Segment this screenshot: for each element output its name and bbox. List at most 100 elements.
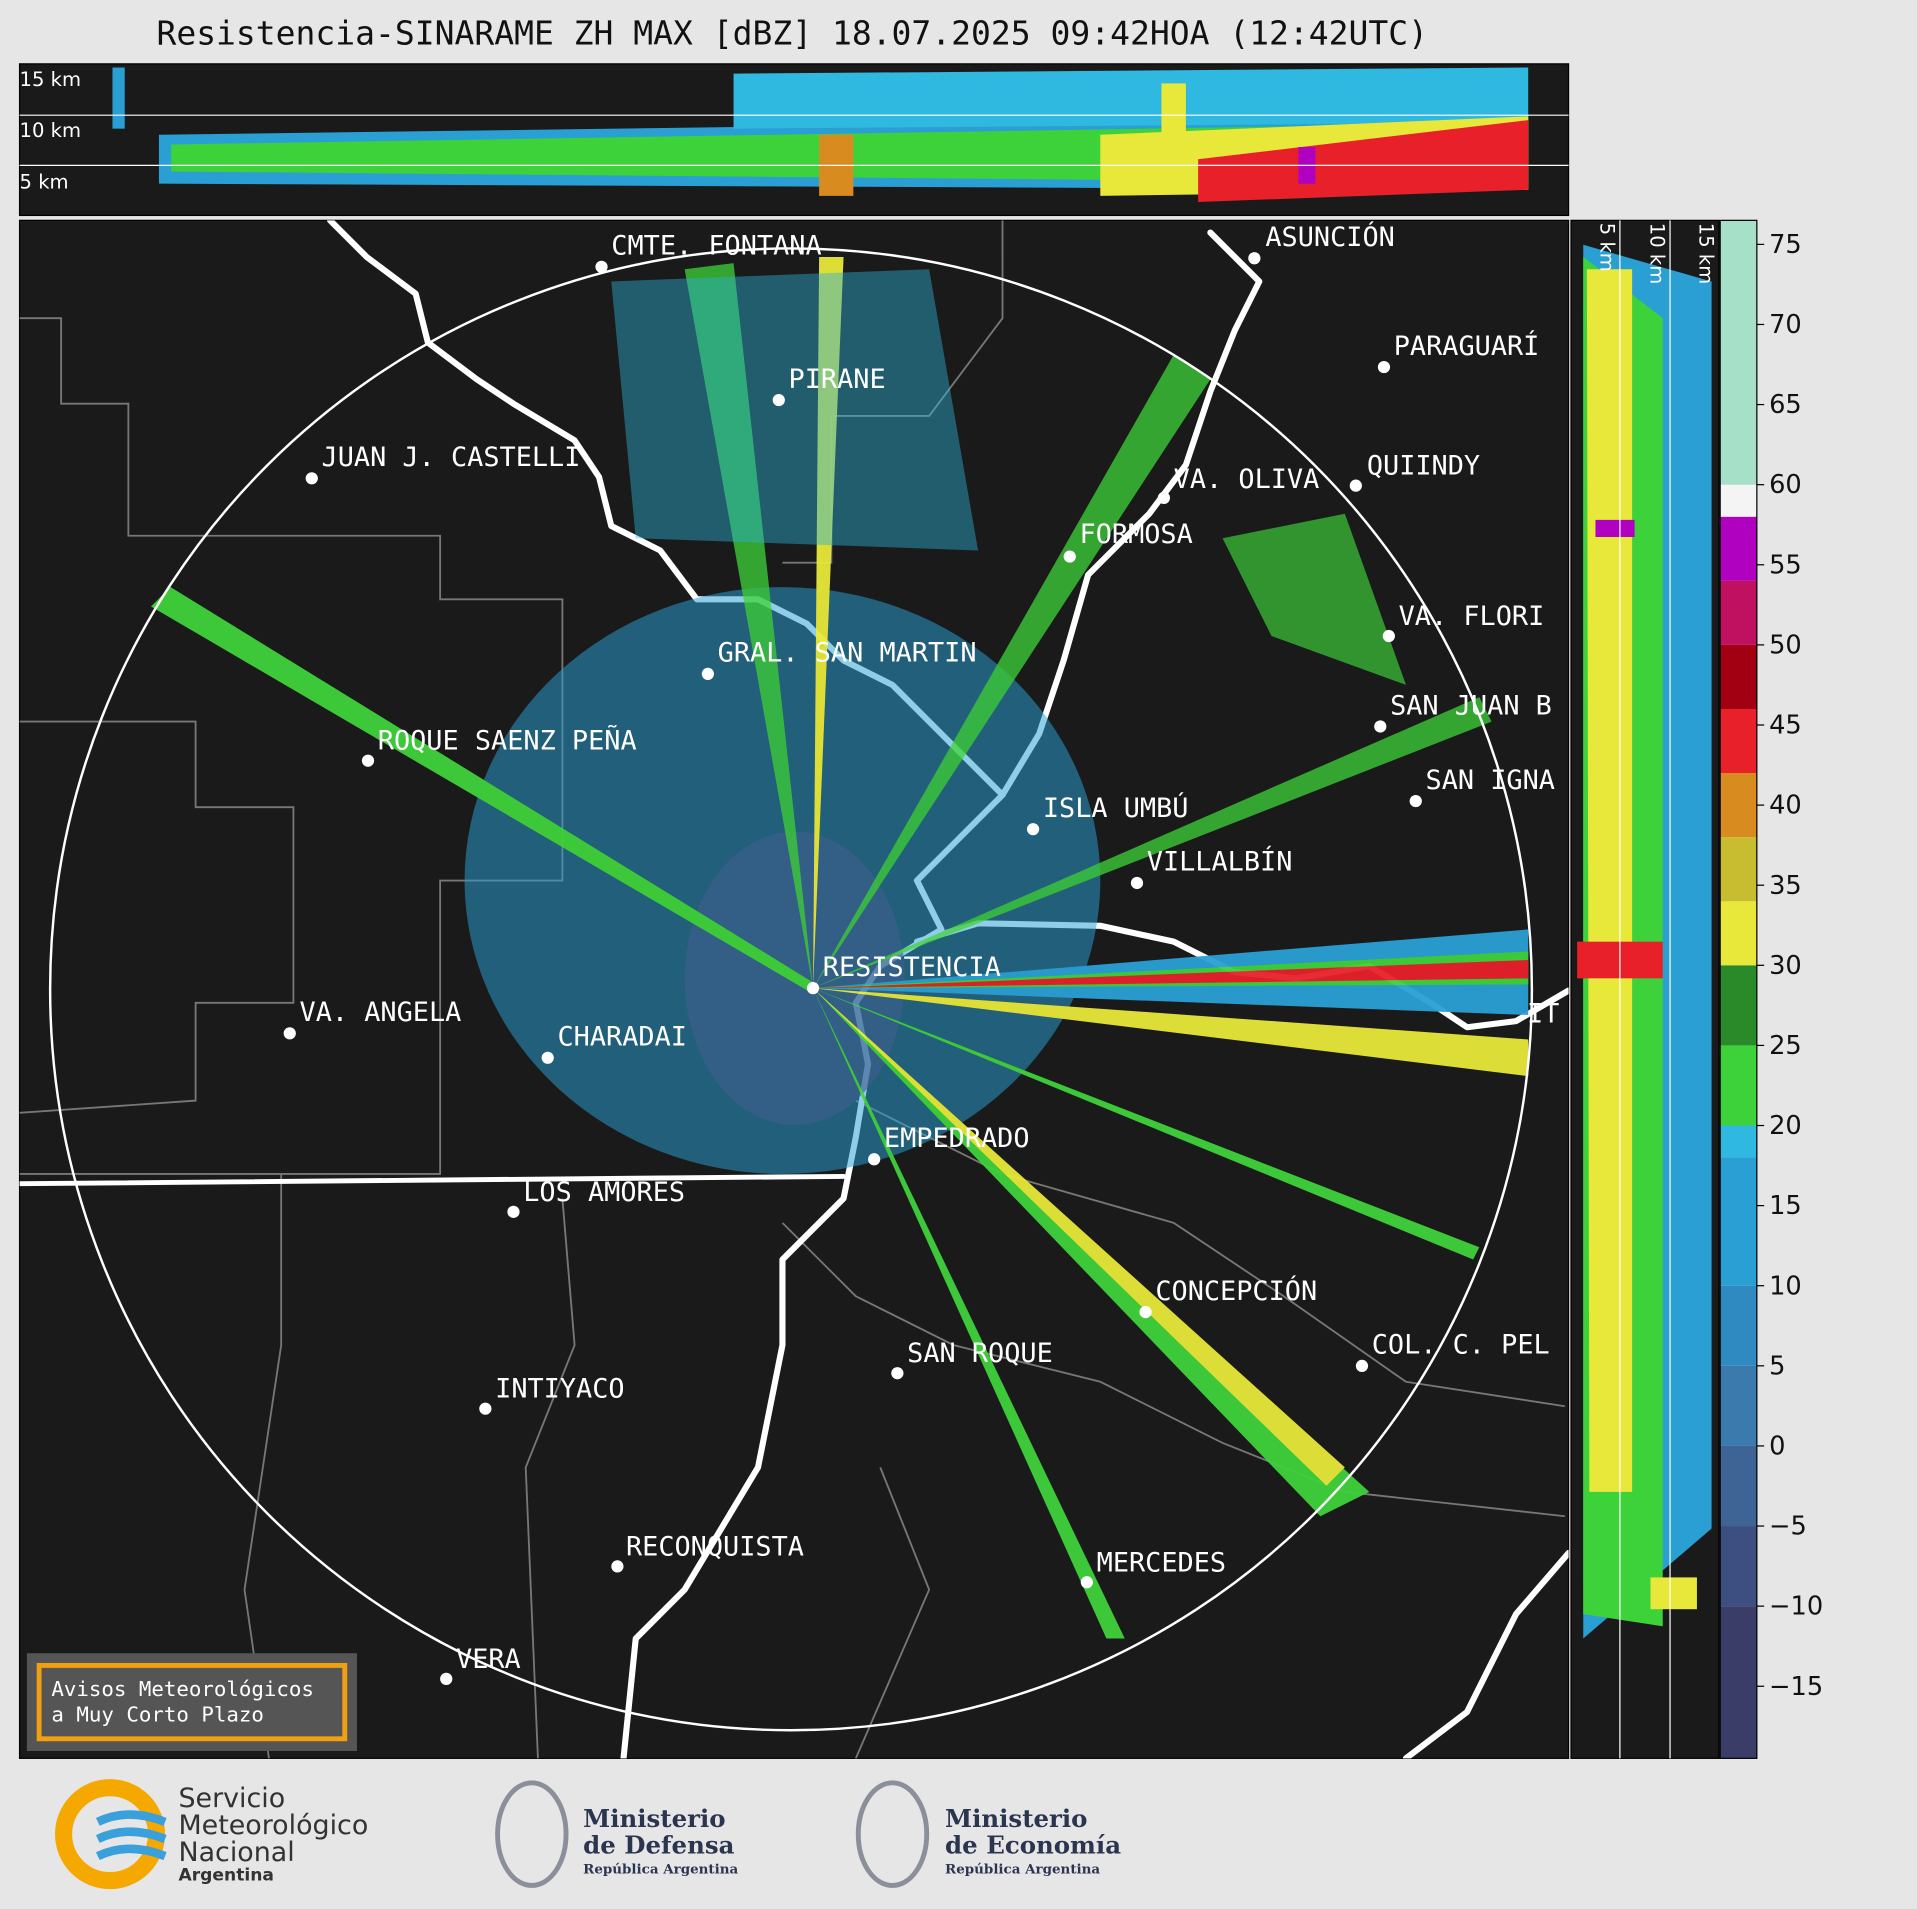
colorbar-tick-label: 20 — [1769, 1111, 1802, 1141]
city-labels: CMTE. FONTANA PIRANE JUAN J. CASTELLI AS… — [300, 221, 1560, 1675]
warning-box — [26, 1653, 357, 1752]
warning-text: Avisos Meteorológicos — [51, 1677, 314, 1701]
colorbar-band — [1720, 1157, 1757, 1286]
colorbar-band — [1720, 644, 1757, 709]
colorbar-band — [1720, 837, 1757, 902]
city-label: IT — [1527, 998, 1559, 1029]
colorbar-tick-label: 5 — [1769, 1351, 1785, 1381]
map-layer: CMTE. FONTANA PIRANE JUAN J. CASTELLI AS… — [19, 220, 1569, 1759]
logo-text: Nacional — [178, 1837, 294, 1868]
logo-defensa: Ministerio de Defensa República Argentin… — [495, 1780, 739, 1888]
colorbar-band — [1720, 901, 1757, 966]
colorbar-tick-label: 75 — [1769, 230, 1802, 260]
city-label: FORMOSA — [1080, 519, 1193, 550]
city-label: RECONQUISTA — [626, 1531, 804, 1562]
logo-text: de Economía — [945, 1831, 1121, 1860]
city-label: CMTE. FONTANA — [611, 231, 821, 262]
colorbar-band — [1720, 1606, 1757, 1759]
logo-text: República Argentina — [945, 1861, 1100, 1877]
city-label: SAN IGNA — [1426, 765, 1555, 796]
colorbar-tick-label: 45 — [1769, 711, 1802, 741]
warning-border — [36, 1662, 348, 1742]
colorbar-band — [1720, 1045, 1757, 1126]
height-label: 5 km — [1595, 223, 1618, 272]
logo-text: Ministerio — [583, 1804, 725, 1833]
colorbar-tick-label: 35 — [1769, 871, 1802, 901]
city-label: EMPEDRADO — [884, 1123, 1030, 1154]
city-label: VERA — [456, 1644, 521, 1675]
height-echoes-top — [112, 67, 1529, 203]
colorbar-tick-label: −15 — [1769, 1672, 1823, 1702]
colorbar-tick-label: 40 — [1769, 791, 1802, 821]
colorbar-tick-label: −10 — [1769, 1592, 1823, 1622]
colorbar-tick-label: 60 — [1769, 470, 1802, 500]
colorbar-band — [1720, 580, 1757, 645]
colorbar-tick-label: 65 — [1769, 390, 1802, 420]
colorbar-band — [1720, 220, 1757, 485]
colorbar-band — [1720, 1445, 1757, 1527]
echoes — [150, 257, 1529, 1639]
colorbar-tick-label: 25 — [1769, 1031, 1802, 1061]
city-label: ASUNCIÓN — [1265, 221, 1394, 253]
city-label: MERCEDES — [1097, 1547, 1226, 1578]
colorbar-band — [1720, 1125, 1757, 1158]
city-label: PARAGUARÍ — [1394, 330, 1540, 362]
city-label: GRAL. SAN MARTIN — [718, 638, 977, 669]
city-label: LOS AMORES — [523, 1177, 685, 1208]
city-dots — [283, 252, 1422, 1685]
height-label: 10 km — [1645, 223, 1668, 284]
colorbar-band — [1720, 1365, 1757, 1446]
city-label: JUAN J. CASTELLI — [322, 442, 581, 473]
city-label: ISLA UMBÚ — [1043, 792, 1189, 824]
colorbar-band — [1720, 1285, 1757, 1366]
logo-smn: Servicio Meteorológico Nacional Argentin… — [55, 1779, 368, 1890]
logo-text: de Defensa — [583, 1831, 734, 1860]
city-label: VILLALBÍN — [1147, 846, 1293, 878]
colorbar-tick-label: 30 — [1769, 951, 1802, 981]
logo-text: Argentina — [178, 1866, 273, 1886]
colorbar-frame — [1719, 219, 1758, 1759]
city-label: VA. OLIVA — [1174, 464, 1320, 495]
colorbar-tick-label: 10 — [1769, 1271, 1802, 1301]
colorbar-band — [1720, 484, 1757, 517]
city-label: QUIINDY — [1367, 451, 1480, 482]
city-label: RESISTENCIA — [823, 952, 1001, 983]
height-echoes-side — [1577, 244, 1712, 1639]
logo-text: Ministerio — [945, 1804, 1087, 1833]
height-label: 15 km — [20, 68, 81, 91]
city-label: PIRANE — [789, 364, 886, 395]
height-label: 5 km — [20, 171, 69, 194]
range-ring — [48, 247, 1534, 1732]
city-label: VA. FLORI — [1399, 601, 1545, 632]
colorbar-band — [1720, 773, 1757, 838]
city-label: VA. ANGELA — [300, 997, 462, 1028]
city-label: SAN JUAN B — [1390, 690, 1552, 721]
title: Resistencia-SINARAME ZH MAX [dBZ] 18.07.… — [156, 13, 1428, 52]
colorbar-band — [1720, 1526, 1757, 1607]
colorbar-band — [1720, 965, 1757, 1046]
colorbar-tick-label: 15 — [1769, 1191, 1802, 1221]
colorbar-tick-label: 55 — [1769, 550, 1802, 580]
logo-text: Servicio — [178, 1783, 285, 1814]
city-label: ROQUE SAENZ PEÑA — [378, 725, 637, 757]
city-label: INTIYACO — [495, 1374, 624, 1405]
logo-economia: Ministerio de Economía República Argenti… — [855, 1780, 1121, 1888]
height-label: 10 km — [20, 119, 81, 142]
city-label: CONCEPCIÓN — [1155, 1275, 1317, 1307]
city-label: CHARADAI — [557, 1022, 686, 1053]
city-label: SAN ROQUE — [907, 1338, 1053, 1369]
height-label: 15 km — [1694, 223, 1717, 284]
colorbar-tick-label: −5 — [1769, 1512, 1807, 1542]
colorbar-tick-label: 50 — [1769, 630, 1802, 660]
logo-text: Meteorológico — [178, 1810, 368, 1841]
colorbar-tick-label: 70 — [1769, 310, 1802, 340]
colorbar-band — [1720, 708, 1757, 774]
logo-text: República Argentina — [583, 1861, 738, 1877]
colorbar-tick-label: 0 — [1769, 1431, 1785, 1461]
colorbar-band — [1720, 516, 1757, 581]
city-label: COL. C. PEL — [1372, 1330, 1550, 1361]
warning-text: a Muy Corto Plazo — [51, 1703, 264, 1727]
